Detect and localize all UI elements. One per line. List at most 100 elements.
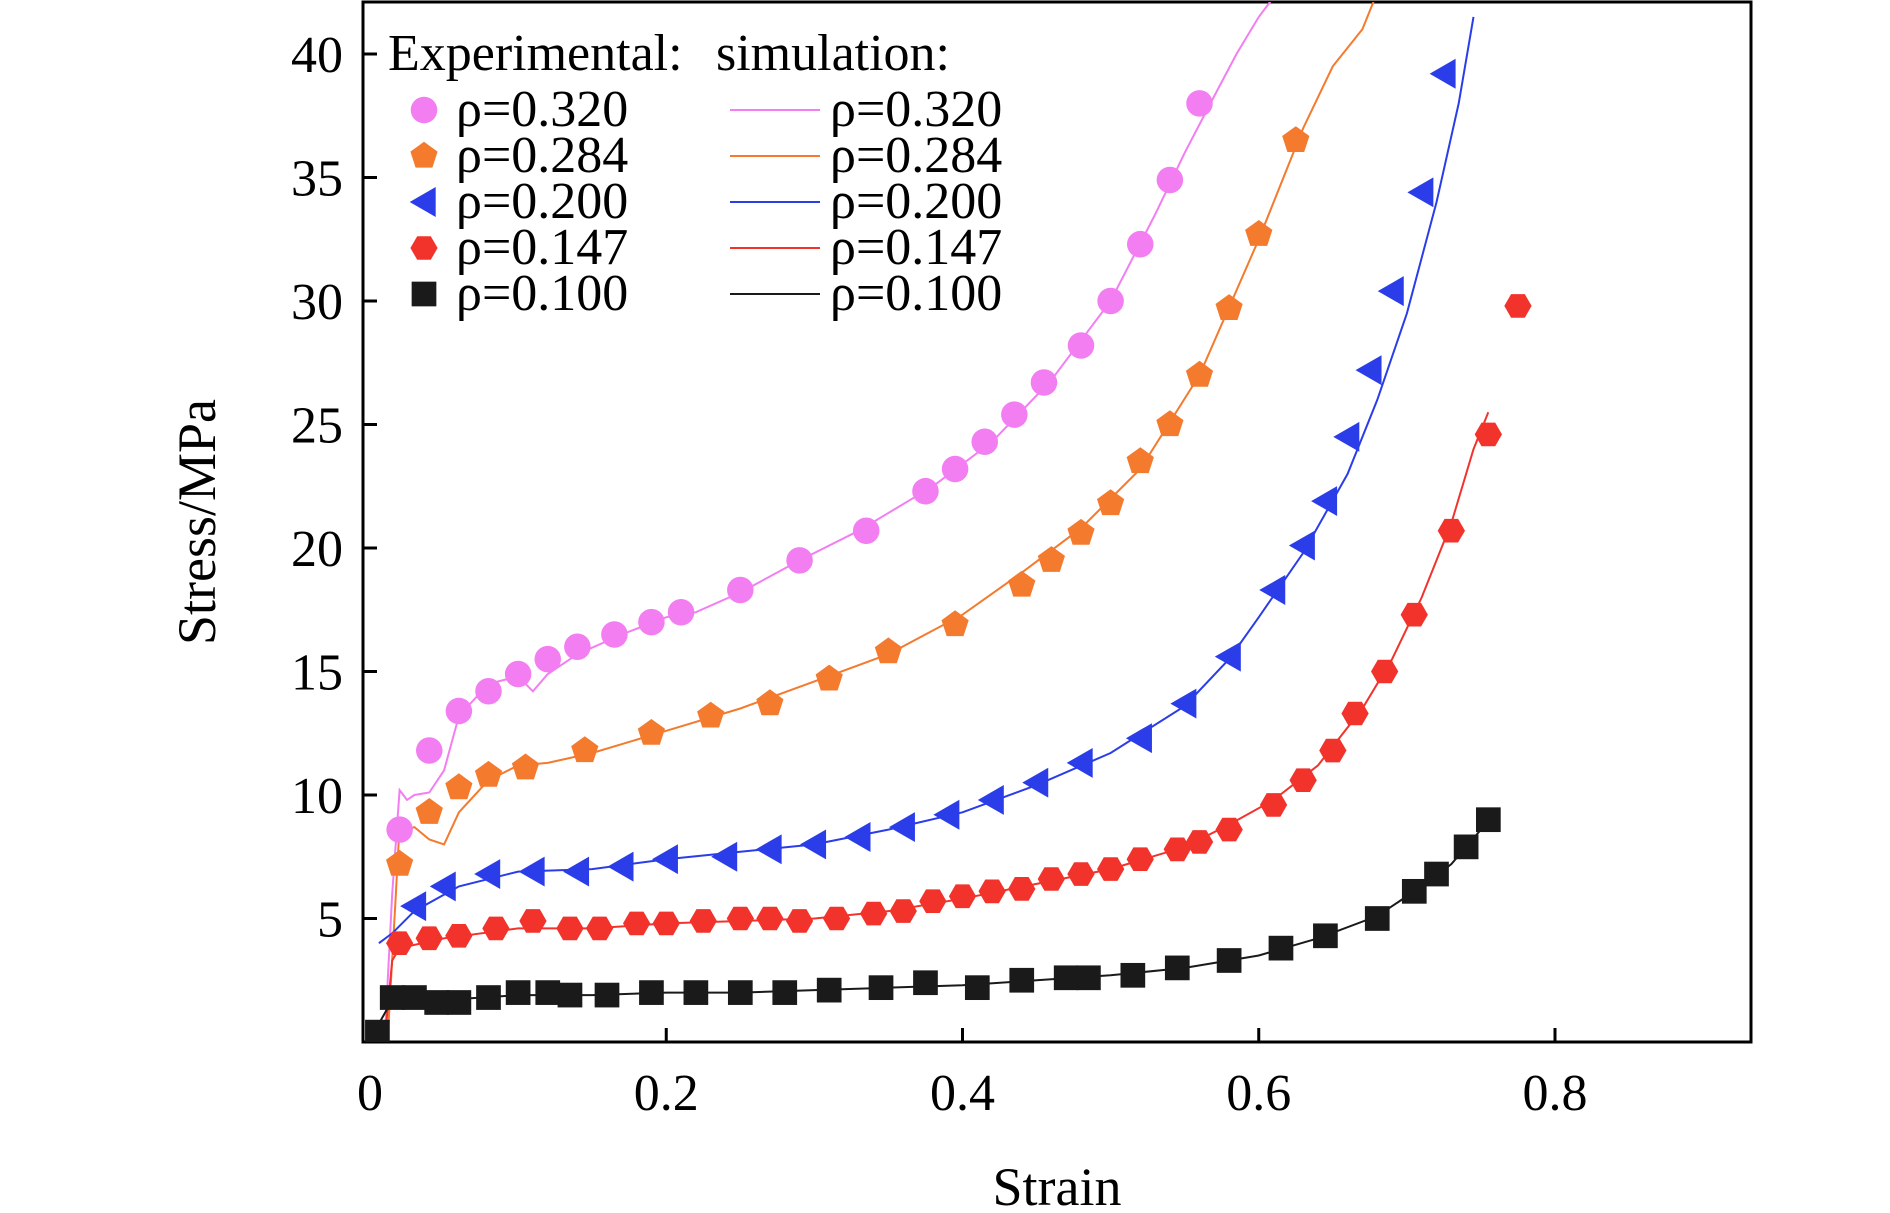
x-tick-label: 0.6: [1226, 1065, 1291, 1122]
experimental-point: [1126, 847, 1154, 871]
experimental-point: [379, 985, 405, 1010]
experimental-point: [564, 633, 591, 661]
legend-header-experimental: Experimental:: [388, 25, 683, 82]
legend: Experimental: simulation: ρ=0.320 ρ=0.320…: [388, 25, 1002, 322]
experimental-point: [948, 884, 977, 909]
experimental-point: [1453, 834, 1479, 860]
legend-label-experimental: ρ=0.200: [456, 173, 628, 230]
experimental-point: [1076, 965, 1101, 991]
experimental-point: [756, 906, 784, 931]
experimental-point: [1245, 220, 1273, 246]
experimental-point: [505, 980, 531, 1005]
experimental-point: [1156, 410, 1184, 437]
experimental-point: [964, 975, 990, 1001]
experimental-point: [1504, 294, 1532, 318]
experimental-point: [1126, 447, 1154, 474]
experimental-point: [1215, 817, 1243, 842]
experimental-point: [429, 871, 456, 902]
y-tick-label: 40: [291, 27, 343, 84]
experimental-point: [594, 982, 620, 1008]
x-axis-label: Strain: [993, 1157, 1122, 1213]
experimental-point: [933, 799, 960, 830]
experimental-point: [445, 773, 473, 800]
experimental-point: [585, 916, 614, 941]
experimental-point: [1268, 935, 1294, 961]
experimental-point: [637, 719, 665, 745]
experimental-point: [1289, 768, 1317, 792]
experimental-point: [816, 977, 842, 1003]
legend-label-simulation: ρ=0.100: [830, 265, 1002, 322]
experimental-point: [1053, 965, 1079, 991]
experimental-point: [519, 909, 547, 933]
experimental-point: [424, 990, 450, 1015]
experimental-point: [977, 784, 1004, 815]
experimental-point: [726, 906, 754, 931]
experimental-point: [1164, 955, 1190, 981]
experimental-point: [1319, 738, 1347, 763]
experimental-point: [1364, 906, 1390, 931]
experimental-point: [711, 841, 738, 872]
x-tick-label: 0: [357, 1065, 383, 1122]
y-tick-label: 20: [291, 521, 343, 578]
legend-header-simulation: simulation:: [716, 25, 950, 82]
experimental-point: [1097, 857, 1125, 881]
experimental-point: [1008, 877, 1036, 901]
y-tick-label: 30: [291, 274, 343, 331]
experimental-point: [1126, 230, 1154, 258]
experimental-point: [1424, 861, 1449, 887]
experimental-point: [1185, 360, 1214, 387]
legend-label-experimental: ρ=0.320: [456, 81, 628, 138]
legend-label-simulation: ρ=0.284: [830, 127, 1002, 184]
experimental-point: [1170, 688, 1197, 719]
experimental-point: [639, 980, 664, 1005]
experimental-point: [571, 736, 599, 763]
experimental-point: [1163, 837, 1191, 862]
experimental-point: [1282, 126, 1310, 152]
experimental-point: [415, 737, 443, 764]
experimental-point: [1022, 767, 1049, 798]
experimental-point: [1001, 401, 1028, 428]
experimental-point: [941, 610, 969, 637]
experimental-point: [667, 598, 695, 626]
experimental-point: [1037, 867, 1065, 891]
legend-marker: [410, 141, 438, 168]
experimental-point: [912, 477, 939, 505]
experimental-point: [556, 916, 584, 941]
experimental-point: [475, 678, 502, 705]
experimental-point: [601, 621, 628, 648]
plot-frame: [361, 0, 1753, 1044]
experimental-point: [1333, 421, 1360, 452]
experimental-markers: [365, 58, 1532, 1042]
experimental-point: [623, 911, 651, 936]
experimental-point: [888, 812, 915, 843]
legend-label-experimental: ρ=0.100: [456, 265, 628, 322]
y-tick-label: 25: [291, 398, 343, 455]
experimental-point: [1341, 701, 1369, 726]
experimental-point: [1401, 878, 1427, 904]
experimental-point: [941, 455, 969, 483]
experimental-point: [652, 911, 680, 936]
x-tick-label: 0.2: [634, 1065, 699, 1122]
experimental-point: [1474, 422, 1502, 447]
experimental-point: [607, 851, 634, 882]
experimental-point: [1216, 948, 1242, 973]
experimental-point: [1009, 967, 1035, 993]
experimental-point: [822, 906, 851, 931]
experimental-point: [1313, 923, 1338, 949]
y-axis-label: Stress/MPa: [167, 399, 227, 645]
experimental-point: [1125, 723, 1152, 754]
experimental-point: [889, 899, 917, 923]
experimental-point: [415, 926, 443, 951]
experimental-point: [683, 980, 709, 1005]
legend-label-simulation: ρ=0.200: [830, 173, 1002, 230]
experimental-point: [727, 576, 754, 604]
experimental-point: [785, 909, 814, 933]
experimental-point: [1066, 747, 1093, 778]
experimental-point: [511, 753, 540, 780]
experimental-point: [415, 798, 443, 824]
experimental-point: [504, 660, 532, 688]
experimental-point: [1008, 570, 1036, 597]
experimental-point: [755, 834, 782, 865]
y-tick-label: 15: [291, 645, 343, 702]
